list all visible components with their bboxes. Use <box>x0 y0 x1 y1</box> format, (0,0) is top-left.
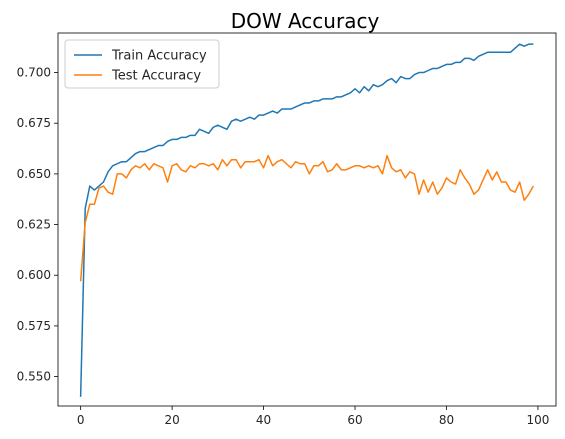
x-tick-label: 40 <box>256 413 271 427</box>
y-tick-label: 0.600 <box>17 268 51 282</box>
y-tick-label: 0.550 <box>17 370 51 384</box>
x-axis: 0 20 40 60 80 100 <box>77 406 549 427</box>
y-tick-label: 0.625 <box>17 218 51 232</box>
x-tick-label: 60 <box>347 413 362 427</box>
y-tick-label: 0.675 <box>17 116 51 130</box>
legend: Train Accuracy Test Accuracy <box>64 39 220 89</box>
y-tick-label: 0.575 <box>17 319 51 333</box>
plot-frame <box>57 32 557 407</box>
series-layer <box>79 43 535 397</box>
y-axis: 0.550 0.575 0.600 0.625 0.650 0.675 0.700 <box>17 66 58 384</box>
series-line-test <box>79 154 535 282</box>
legend-frame <box>64 39 220 89</box>
series-line-train <box>79 43 534 397</box>
legend-label-train: Train Accuracy <box>111 49 207 64</box>
legend-label-test: Test Accuracy <box>111 69 201 84</box>
x-tick-label: 80 <box>439 413 454 427</box>
chart-title: DOW Accuracy <box>231 9 380 33</box>
y-tick-label: 0.650 <box>17 167 51 181</box>
y-tick-label: 0.700 <box>17 66 51 80</box>
x-tick-label: 20 <box>164 413 179 427</box>
x-tick-label: 0 <box>77 413 85 427</box>
x-tick-label: 100 <box>526 413 549 427</box>
